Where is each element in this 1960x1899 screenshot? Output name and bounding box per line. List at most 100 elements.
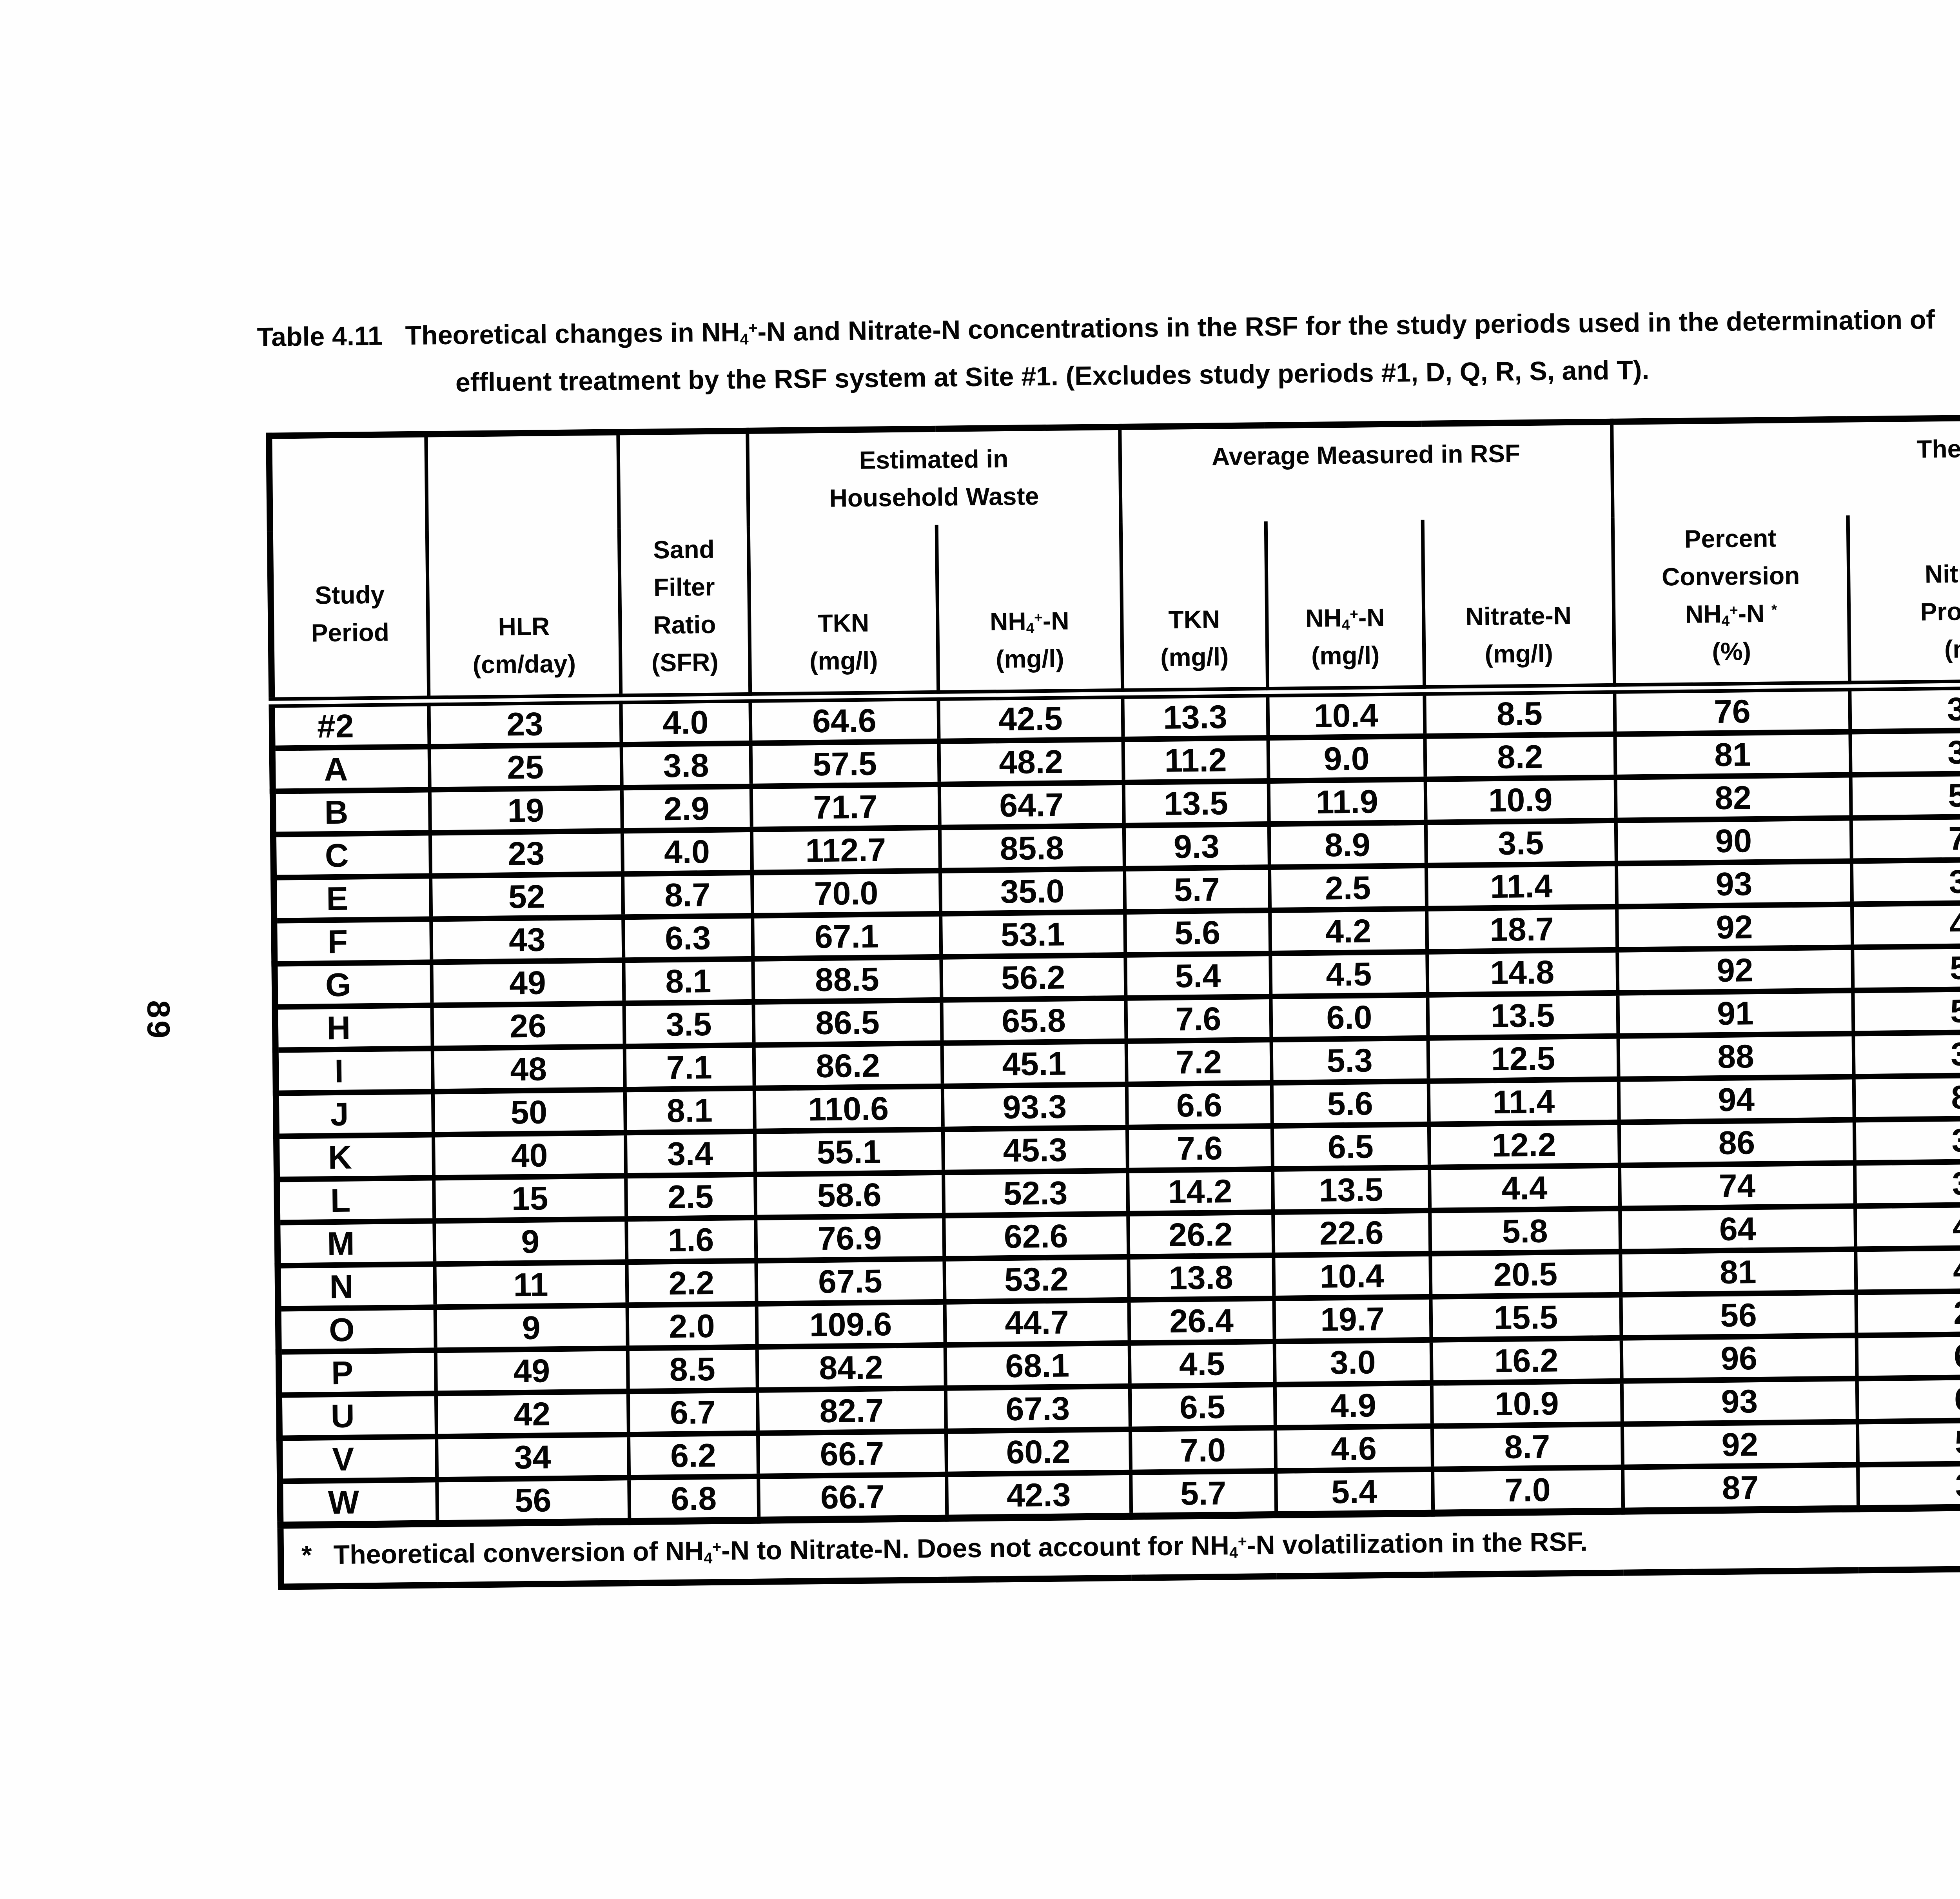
- table-cell: 5.6: [1271, 1081, 1429, 1126]
- table-cell: 11: [434, 1262, 627, 1307]
- table-cell: 6.5: [1272, 1124, 1429, 1169]
- table-cell: 65.8: [941, 998, 1126, 1043]
- table-cell: 77.0: [1851, 815, 1960, 861]
- table-header: Study Period HLR (cm/day) Sand Filter Ratio(…: [269, 414, 1960, 703]
- table-cell: 96: [1621, 1335, 1857, 1381]
- table-cell: 112.7: [751, 827, 940, 873]
- row-label-cell: K: [276, 1134, 434, 1180]
- table-cell: 8.1: [623, 959, 753, 1003]
- table-cell: 92: [1617, 904, 1853, 950]
- group-header-average-measured-rsf: Average Measured in RSF: [1120, 421, 1613, 523]
- table-cell: 88: [1618, 1033, 1854, 1079]
- table-cell: 8.1: [624, 1088, 755, 1133]
- table-cell: 6.2: [628, 1433, 759, 1478]
- row-label-cell: G: [274, 962, 432, 1007]
- row-label-cell: V: [279, 1436, 437, 1481]
- table-cell: 53.2: [944, 1256, 1129, 1302]
- page-number: 89: [140, 1000, 176, 1041]
- table-body: #2234.064.642.513.310.48.57632.174A253.8…: [272, 681, 1960, 1525]
- table-cell: 8.9: [1269, 822, 1426, 867]
- table-cell: 85.8: [939, 825, 1124, 871]
- table-caption: Table 4.11 Theoretical changes in NH4+-N …: [257, 291, 1960, 408]
- table-cell: 93: [1616, 861, 1852, 907]
- table-cell: 81: [1615, 732, 1851, 777]
- table-cell: 68.1: [945, 1343, 1130, 1388]
- table-cell: 92: [1617, 947, 1853, 993]
- table-cell: 50: [432, 1089, 625, 1135]
- table-cell: 56: [1621, 1292, 1857, 1338]
- table-caption-line1: Theoretical changes in NH4+-N and Nitrat…: [405, 305, 1935, 351]
- table-cell: 49: [431, 960, 624, 1005]
- group-header-row: Study Period HLR (cm/day) Sand Filter Ratio(…: [269, 414, 1960, 703]
- row-label-cell: U: [279, 1393, 437, 1438]
- table-cell: 40.0: [1855, 1203, 1960, 1249]
- table-caption-line2: effluent treatment by the RSF system at …: [455, 355, 1650, 398]
- table-cell: 3.4: [625, 1131, 755, 1176]
- table-cell: 76.9: [755, 1215, 944, 1261]
- table-cell: 7.1: [624, 1045, 754, 1089]
- row-label-cell: #2: [272, 701, 429, 748]
- table-cell: 23: [428, 699, 621, 747]
- table-cell: 42: [436, 1391, 628, 1436]
- table-cell: 39.2: [1850, 729, 1960, 775]
- table-cell: 26.2: [1128, 1212, 1274, 1257]
- table-cell: 64.7: [939, 782, 1124, 828]
- table-cell: 67.5: [756, 1258, 945, 1304]
- table-cell: 14.8: [1427, 950, 1618, 995]
- table-cell: 7.6: [1127, 1126, 1272, 1171]
- table-cell: 38.8: [1854, 1117, 1960, 1163]
- table-cell: 8.5: [1424, 688, 1615, 736]
- row-label-cell: H: [275, 1005, 432, 1050]
- table-cell: 4.0: [622, 829, 752, 874]
- table-cell: 23: [430, 830, 623, 876]
- col-header-sand-filter-ratio: Sand Filter Ratio (SFR): [618, 430, 750, 699]
- row-label-cell: I: [275, 1048, 433, 1093]
- footnote-marker: *: [301, 1540, 312, 1570]
- table-cell: 49: [435, 1348, 628, 1393]
- table-cell: 6.8: [629, 1476, 759, 1521]
- table-cell: 5.4: [1276, 1469, 1433, 1515]
- table-cell: 44.7: [944, 1300, 1129, 1345]
- table-cell: 6.7: [628, 1390, 758, 1434]
- table-cell: 5.7: [1131, 1471, 1276, 1516]
- table-cell: 9: [435, 1305, 628, 1350]
- table-cell: 92: [1622, 1421, 1858, 1467]
- table-cell: 5.7: [1124, 867, 1270, 912]
- table-cell: 15: [434, 1175, 626, 1221]
- table-cell: 1.6: [626, 1217, 756, 1262]
- table-cell: 52.3: [943, 1170, 1128, 1216]
- table-cell: 4.9: [1274, 1383, 1432, 1428]
- table-cell: 5.6: [1125, 910, 1270, 955]
- table-cell: 11.9: [1268, 779, 1426, 824]
- table-cell: 64.6: [750, 695, 939, 743]
- table-cell: 66.7: [757, 1431, 947, 1476]
- table-cell: 19.7: [1274, 1296, 1431, 1342]
- table-cell: 67.1: [752, 913, 941, 959]
- table-cell: 48.2: [938, 739, 1123, 784]
- table-cell: 26.4: [1129, 1298, 1274, 1343]
- row-label-cell: F: [274, 919, 432, 964]
- table-cell: 19: [429, 787, 622, 833]
- page-content: Table 4.11 Theoretical changes in NH4+-N …: [257, 291, 1960, 1590]
- table-cell: 76: [1614, 686, 1850, 734]
- table-cell: 45.3: [942, 1127, 1128, 1173]
- col-header-nitrate-produced: Nitrate-N Produced (mg/l): [1847, 512, 1960, 686]
- table-cell: 84.2: [757, 1345, 946, 1390]
- table-cell: 11.2: [1123, 737, 1269, 782]
- table-cell: 26: [432, 1003, 624, 1048]
- table-cell: 13.5: [1427, 993, 1618, 1038]
- table-cell: 15.5: [1430, 1294, 1621, 1340]
- table-cell: 62.6: [944, 1213, 1129, 1259]
- row-label-cell: J: [276, 1091, 433, 1136]
- table-cell: 86.5: [753, 1000, 942, 1045]
- row-label-cell: M: [277, 1220, 435, 1266]
- table-cell: 87.7: [1853, 1074, 1960, 1120]
- table-cell: 2.0: [627, 1304, 757, 1348]
- table-cell: 56: [437, 1477, 630, 1523]
- table-cell: 45.1: [942, 1041, 1127, 1086]
- table-cell: 110.6: [754, 1086, 943, 1131]
- table-cell: 18.7: [1426, 906, 1617, 952]
- table-cell: 82: [1615, 775, 1851, 821]
- table-cell: 11.4: [1426, 863, 1617, 909]
